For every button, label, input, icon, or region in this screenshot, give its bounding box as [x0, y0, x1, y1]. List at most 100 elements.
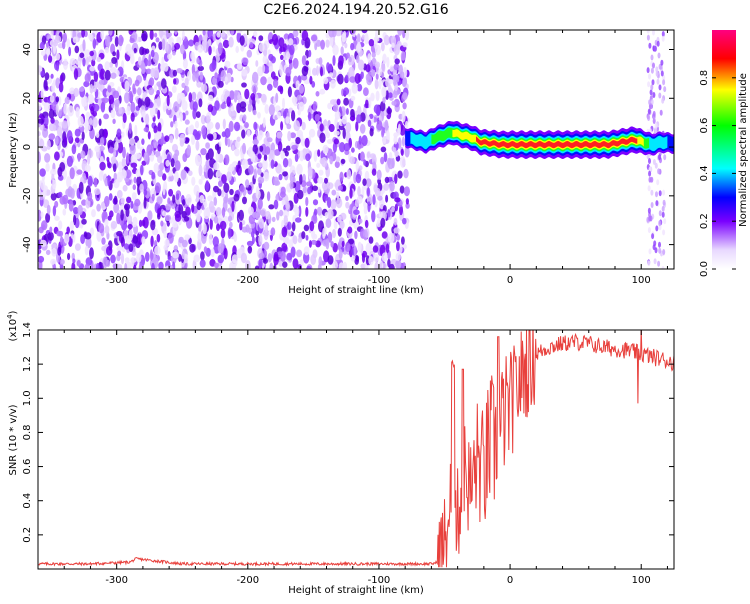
noise-blob: [50, 117, 55, 124]
noise-blob: [353, 209, 360, 215]
noise-blob: [297, 264, 302, 269]
noise-blob: [267, 76, 273, 85]
noise-blob: [109, 146, 114, 154]
noise-blob: [262, 158, 268, 171]
noise-blob: [365, 64, 371, 73]
noise-blob: [116, 49, 120, 60]
noise-blob: [350, 108, 355, 118]
noise-blob: [136, 233, 141, 245]
noise-blob: [195, 154, 202, 167]
noise-blob: [147, 131, 151, 140]
noise-blob: [73, 68, 79, 80]
noise-blob: [100, 30, 105, 40]
noise-blob: [112, 163, 117, 173]
noise-blob: [650, 84, 654, 91]
noise-blob: [228, 36, 234, 48]
noise-blob: [322, 120, 328, 127]
noise-blob: [81, 131, 85, 141]
noise-blob: [151, 262, 155, 269]
noise-blob: [122, 184, 128, 192]
noise-blob: [164, 239, 170, 247]
noise-blob: [376, 120, 383, 131]
noise-blob: [246, 49, 252, 58]
noise-blob: [50, 192, 57, 201]
noise-blob: [229, 90, 235, 100]
noise-blob: [329, 155, 334, 165]
noise-blob: [124, 257, 130, 264]
noise-blob: [143, 189, 148, 196]
noise-blob: [154, 245, 161, 256]
noise-blob: [116, 128, 122, 137]
noise-blob: [117, 250, 122, 257]
noise-blob: [377, 195, 383, 201]
noise-blob: [310, 254, 317, 266]
noise-blob: [172, 251, 179, 259]
noise-blob: [312, 199, 319, 206]
noise-blob: [647, 207, 651, 214]
noise-blob: [292, 258, 299, 269]
noise-blob: [201, 83, 208, 93]
noise-blob: [101, 237, 106, 245]
noise-blob: [117, 141, 124, 154]
noise-blob: [646, 67, 650, 74]
noise-blob: [252, 212, 259, 218]
noise-blob: [108, 30, 113, 36]
noise-blob: [138, 219, 143, 228]
noise-blob: [141, 30, 148, 42]
noise-blob: [181, 30, 185, 41]
noise-blob: [179, 133, 186, 145]
noise-blob: [45, 42, 49, 48]
noise-blob: [151, 193, 155, 202]
noise-blob: [253, 168, 257, 180]
noise-blob: [38, 232, 41, 240]
noise-blob: [87, 93, 95, 105]
noise-blob: [258, 35, 264, 42]
noise-blob: [215, 122, 221, 130]
noise-blob: [151, 171, 156, 180]
noise-blob: [174, 149, 180, 157]
noise-blob: [198, 98, 203, 108]
noise-blob: [244, 122, 249, 129]
bottom-y-axis-label: SNR (10 * v/v): [8, 404, 19, 475]
noise-blob: [335, 156, 341, 163]
noise-blob: [207, 30, 213, 39]
noise-blob: [356, 55, 360, 64]
noise-blob: [273, 149, 281, 156]
noise-blob: [657, 260, 661, 267]
noise-blob: [118, 107, 123, 115]
noise-blob: [285, 200, 290, 210]
noise-blob: [658, 190, 662, 197]
noise-blob: [281, 226, 288, 238]
noise-blob: [394, 173, 398, 184]
noise-blob: [153, 102, 157, 108]
noise-blob: [339, 171, 344, 182]
noise-blob: [381, 42, 385, 52]
noise-blob: [304, 137, 310, 148]
noise-blob: [301, 121, 306, 131]
noise-blob: [271, 33, 279, 46]
noise-blob: [316, 65, 319, 76]
noise-blob: [309, 221, 315, 232]
noise-blob: [179, 112, 184, 122]
y-tick-label: 0.6: [22, 459, 33, 475]
noise-blob: [363, 205, 368, 215]
noise-blob: [658, 241, 661, 248]
noise-blob: [207, 168, 214, 180]
noise-blob: [355, 173, 362, 184]
noise-blob: [646, 153, 650, 160]
noise-blob: [94, 188, 101, 196]
noise-blob: [262, 258, 268, 264]
noise-blob: [51, 173, 55, 182]
noise-blob: [156, 233, 161, 243]
noise-blob: [394, 58, 400, 65]
noise-blob: [358, 165, 363, 171]
noise-blob: [69, 58, 76, 66]
noise-blob: [59, 162, 66, 172]
noise-blob: [147, 210, 153, 221]
noise-blob: [369, 128, 374, 137]
noise-blob: [222, 39, 230, 49]
noise-blob: [158, 261, 164, 269]
noise-blob: [235, 30, 243, 34]
noise-blob: [38, 131, 41, 137]
noise-blob: [647, 185, 651, 192]
